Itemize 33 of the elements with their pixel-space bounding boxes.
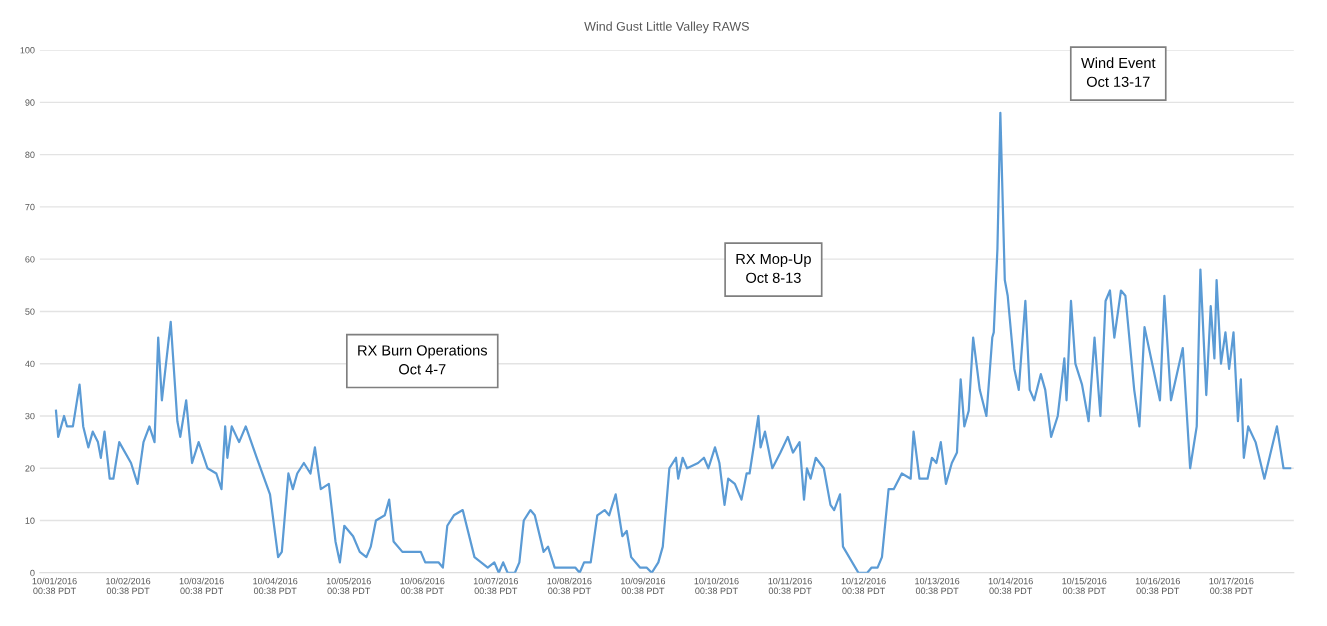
y-tick-label: 100 (20, 47, 35, 54)
y-tick-label: 20 (25, 465, 35, 472)
annotation: RX Burn Operations Oct 4-7 (358, 344, 488, 375)
line-series (54, 111, 1292, 573)
x-tick-label: 10/03/2016 00:38 PDT (179, 577, 224, 595)
x-tick-label: 10/07/2016 00:38 PDT (473, 577, 519, 595)
x-tick-label: 10/01/2016 00:38 PDT (32, 577, 77, 595)
y-tick-label: 90 (25, 99, 35, 106)
x-tick-label: 10/13/2016 00:38 PDT (915, 577, 960, 595)
x-tick-label: 10/06/2016 00:38 PDT (400, 577, 445, 595)
y-tick-label: 10 (25, 517, 35, 524)
annotation: Wind Event Oct 13-17 (1081, 57, 1156, 87)
x-tick-label: 10/15/2016 00:38 PDT (1062, 577, 1107, 595)
x-tick-label: 10/17/2016 00:38 PDT (1209, 577, 1254, 595)
x-tick-label: 10/16/2016 00:38 PDT (1135, 577, 1180, 595)
y-tick-label: 50 (25, 308, 35, 315)
x-tick-label: 10/09/2016 00:38 PDT (621, 577, 666, 595)
annotation: RX Mop-Up Oct 8-13 (736, 253, 811, 283)
y-tick-label: 40 (25, 360, 35, 368)
x-tick-label: 10/14/2016 00:38 PDT (988, 577, 1033, 595)
y-tick-label: 60 (25, 256, 35, 263)
x-tick-label: 10/08/2016 00:38 PDT (547, 577, 592, 595)
x-tick-label: 10/02/2016 00:38 PDT (106, 577, 151, 595)
x-tick-label: 10/11/2016 00:38 PDT (768, 577, 812, 595)
y-tick-label: 70 (25, 203, 35, 211)
y-tick-label: 30 (25, 412, 35, 420)
x-tick-label: 10/12/2016 00:38 PDT (841, 577, 886, 595)
chart-title: Wind Gust Little Valley RAWS (584, 21, 749, 34)
y-tick-label: 80 (25, 151, 35, 158)
x-tick-label: 10/05/2016 00:38 PDT (326, 577, 371, 595)
y-tick-label: 0 (30, 569, 35, 577)
x-tick-label: 10/04/2016 00:38 PDT (253, 577, 298, 595)
x-tick-label: 10/10/2016 00:38 PDT (694, 577, 739, 595)
